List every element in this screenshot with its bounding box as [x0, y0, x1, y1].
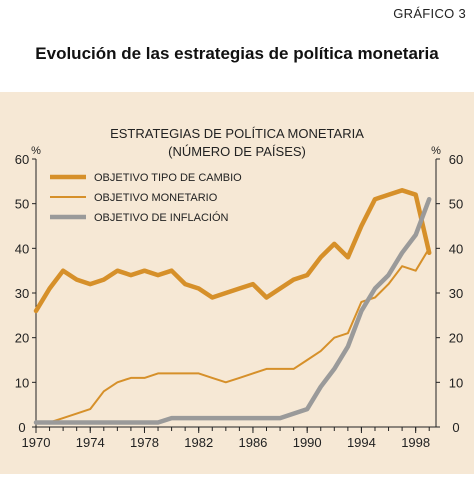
x-tick-label: 1986 [238, 435, 267, 450]
legend-label: OBJETIVO DE INFLACIÓN [94, 211, 229, 224]
legend-label: OBJETIVO MONETARIO [94, 192, 218, 204]
x-tick-label: 1982 [184, 435, 213, 450]
x-tick-label: 1978 [130, 435, 159, 450]
y-tick-label-right: 50 [449, 197, 463, 212]
series-line-inflacion [33, 196, 432, 425]
legend: OBJETIVO TIPO DE CAMBIO OBJETIVO MONETARI… [50, 172, 242, 224]
y-tick-label-right: 0 [452, 420, 459, 435]
legend-label: OBJETIVO TIPO DE CAMBIO [94, 172, 242, 184]
page-title: Evolución de las estrategias de política… [35, 44, 439, 63]
figure-label: GRÁFICO 3 [393, 6, 466, 21]
y-tick-label-right: 10 [449, 375, 463, 390]
x-tick-label: 1970 [22, 435, 51, 450]
y-unit-left: % [31, 145, 41, 157]
chart-title-line-1: ESTRATEGIAS DE POLÍTICA MONETARIA [110, 126, 364, 141]
x-tick-label: 1990 [293, 435, 322, 450]
y-tick-label-left: 20 [15, 331, 29, 346]
y-unit-right: % [431, 145, 441, 157]
chart-title-line-2: (NÚMERO DE PAÍSES) [168, 144, 306, 159]
line-chart: ESTRATEGIAS DE POLÍTICA MONETARIA (NÚMER… [15, 126, 463, 450]
series-lines [33, 188, 432, 425]
y-tick-label-right: 30 [449, 286, 463, 301]
y-tick-label-left: 30 [15, 286, 29, 301]
axes: 0 0 10 10 20 20 30 30 40 40 50 50 60 60 1970 1974 1978 19… [15, 152, 463, 450]
y-tick-label-left: 10 [15, 375, 29, 390]
y-tick-label-left: 50 [15, 197, 29, 212]
x-tick-label: 1974 [76, 435, 105, 450]
chart-panel: ESTRATEGIAS DE POLÍTICA MONETARIA (NÚMER… [0, 92, 474, 474]
y-tick-label-right: 20 [449, 331, 463, 346]
y-tick-label-right: 40 [449, 241, 463, 256]
y-tick-label-left: 0 [18, 420, 25, 435]
x-tick-label: 1998 [401, 435, 430, 450]
x-tick-label: 1994 [347, 435, 376, 450]
y-tick-label-right: 60 [449, 152, 463, 167]
series-line-tipo-de-cambio [33, 188, 432, 314]
figure-header: GRÁFICO 3 Evolución de las estrategias d… [0, 0, 474, 92]
y-tick-label-left: 40 [15, 241, 29, 256]
y-tick-label-left: 60 [15, 152, 29, 167]
series-line-monetario [35, 247, 431, 424]
